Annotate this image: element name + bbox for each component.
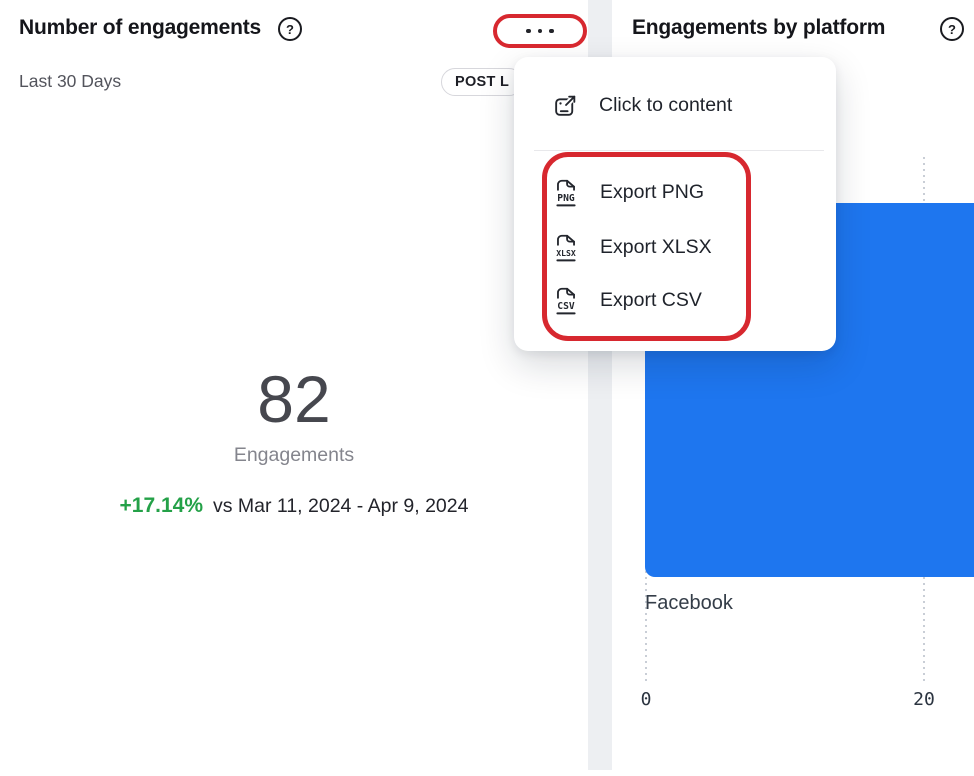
menu-item-label: Export PNG [600, 180, 705, 203]
menu-item-export-csv[interactable]: CSV Export CSV [514, 278, 836, 322]
category-label-facebook: Facebook [645, 592, 733, 614]
menu-item-label: Click to content [599, 93, 733, 116]
menu-item-label: Export XLSX [600, 235, 712, 258]
menu-item-export-xlsx[interactable]: XLSX Export XLSX [514, 225, 836, 269]
ellipsis-icon [537, 28, 543, 34]
question-mark-glyph: ? [286, 21, 294, 37]
menu-item-export-png[interactable]: PNG Export PNG [514, 170, 836, 214]
panel-title: Number of engagements [19, 16, 262, 39]
svg-text:CSV: CSV [557, 301, 575, 312]
metric-delta: +17.14% [119, 494, 204, 517]
ellipsis-icon [526, 28, 531, 34]
more-options-dropdown: Click to content PNG Export PNG XLSX [514, 57, 836, 351]
menu-item-click-to-content[interactable]: Click to content [514, 83, 836, 127]
metric-value: 82 [257, 362, 331, 436]
x-tick-20: 20 [913, 689, 935, 710]
menu-divider [534, 150, 824, 151]
menu-item-label: Export CSV [600, 288, 702, 311]
file-csv-icon: CSV [552, 285, 580, 315]
panel-number-of-engagements: Number of engagements ? Last 30 Days POS… [0, 16, 588, 518]
x-tick-0: 0 [640, 689, 652, 710]
file-png-icon: PNG [552, 177, 580, 207]
panel-title: Engagements by platform [632, 16, 886, 39]
date-range-label: Last 30 Days [19, 71, 122, 91]
metric-label: Engagements [233, 444, 355, 466]
svg-text:XLSX: XLSX [556, 248, 576, 258]
open-content-icon [552, 92, 579, 119]
badge-label: POST L [455, 74, 510, 90]
help-icon[interactable]: ? [278, 17, 302, 41]
metric-comparison-row: +17.14% vs Mar 11, 2024 - Apr 9, 2024 [0, 494, 588, 518]
help-icon[interactable]: ? [940, 17, 964, 41]
post-likes-badge[interactable]: POST L [441, 68, 524, 96]
annotation-highlight-more-button [493, 14, 587, 48]
question-mark-glyph: ? [948, 21, 956, 37]
more-options-button[interactable] [516, 23, 564, 40]
metric-comparison: vs Mar 11, 2024 - Apr 9, 2024 [213, 495, 469, 517]
ellipsis-icon [549, 28, 554, 34]
file-xlsx-icon: XLSX [552, 232, 580, 262]
svg-text:PNG: PNG [557, 193, 575, 204]
